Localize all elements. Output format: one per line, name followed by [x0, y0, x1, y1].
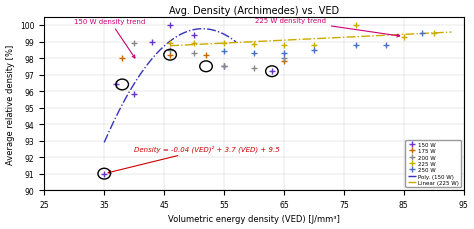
Legend: 150 W, 175 W, 200 W, 225 W, 250 W, Poly. (150 W), Linear (225 W): 150 W, 175 W, 200 W, 225 W, 250 W, Poly.…	[405, 140, 461, 188]
X-axis label: Volumetric energy density (VED) [J/mm³]: Volumetric energy density (VED) [J/mm³]	[168, 215, 340, 224]
Text: 150 W density trend: 150 W density trend	[74, 19, 146, 59]
Text: 225 W density trend: 225 W density trend	[255, 18, 400, 38]
Text: Density = -0.04 (VED)² + 3.7 (VED) + 9.5: Density = -0.04 (VED)² + 3.7 (VED) + 9.5	[108, 145, 280, 174]
Y-axis label: Average relative density [%]: Average relative density [%]	[6, 44, 15, 164]
Title: Avg. Density (Archimedes) vs. VED: Avg. Density (Archimedes) vs. VED	[169, 5, 339, 16]
